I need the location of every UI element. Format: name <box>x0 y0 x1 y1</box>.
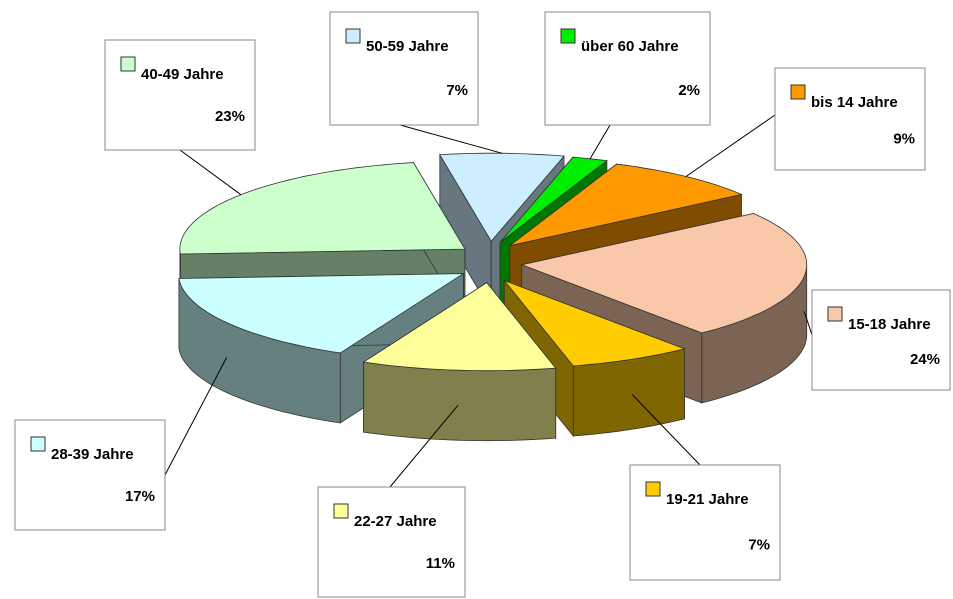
label-box <box>774 67 926 171</box>
category-label: 28-39 Jahre <box>51 446 134 463</box>
slice-top <box>178 273 465 354</box>
legend-swatch <box>120 56 136 72</box>
slice <box>362 281 557 442</box>
leader-line <box>179 149 242 196</box>
slice-top <box>362 282 557 372</box>
category-label: über 60 Jahre <box>581 38 679 55</box>
value-label: 9% <box>893 130 915 147</box>
slice-top <box>520 213 808 334</box>
leader-line <box>589 124 611 160</box>
value-label: 24% <box>910 351 940 368</box>
value-label: 7% <box>748 536 770 553</box>
category-label: bis 14 Jahre <box>811 94 898 111</box>
value-label: 7% <box>446 82 468 99</box>
slice-top <box>179 162 466 255</box>
legend-swatch <box>30 436 46 452</box>
leader-line <box>164 357 228 476</box>
value-label: 2% <box>678 82 700 99</box>
value-label: 23% <box>215 108 245 125</box>
legend-swatch <box>345 28 361 44</box>
legend-swatch <box>333 503 349 519</box>
value-label: 17% <box>125 488 155 505</box>
category-label: 40-49 Jahre <box>141 66 224 83</box>
legend-swatch <box>560 28 576 44</box>
slice-wall <box>363 361 557 442</box>
category-label: 22-27 Jahre <box>354 513 437 530</box>
value-label: 11% <box>426 555 455 572</box>
leader-line <box>685 114 776 177</box>
leader-line <box>803 311 813 336</box>
category-label: 19-21 Jahre <box>666 491 749 508</box>
leader-line <box>389 404 459 488</box>
label-box <box>811 289 951 391</box>
category-label: 15-18 Jahre <box>848 316 931 333</box>
legend-swatch <box>790 84 806 100</box>
slice-top <box>503 279 686 367</box>
leader-line <box>631 393 701 466</box>
legend-swatch <box>645 481 661 497</box>
legend-swatch <box>827 306 843 322</box>
category-label: 50-59 Jahre <box>366 38 449 55</box>
leader-line <box>399 124 503 154</box>
